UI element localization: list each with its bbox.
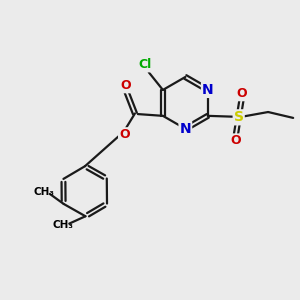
Text: CH₃: CH₃ [33, 187, 54, 197]
Text: CH₃: CH₃ [52, 220, 73, 230]
Text: S: S [234, 110, 244, 124]
Text: N: N [179, 122, 191, 136]
Text: O: O [236, 87, 247, 100]
Text: N: N [202, 83, 214, 97]
Text: Cl: Cl [139, 58, 152, 71]
Text: O: O [119, 128, 130, 141]
Text: O: O [230, 134, 241, 147]
Text: O: O [120, 79, 130, 92]
